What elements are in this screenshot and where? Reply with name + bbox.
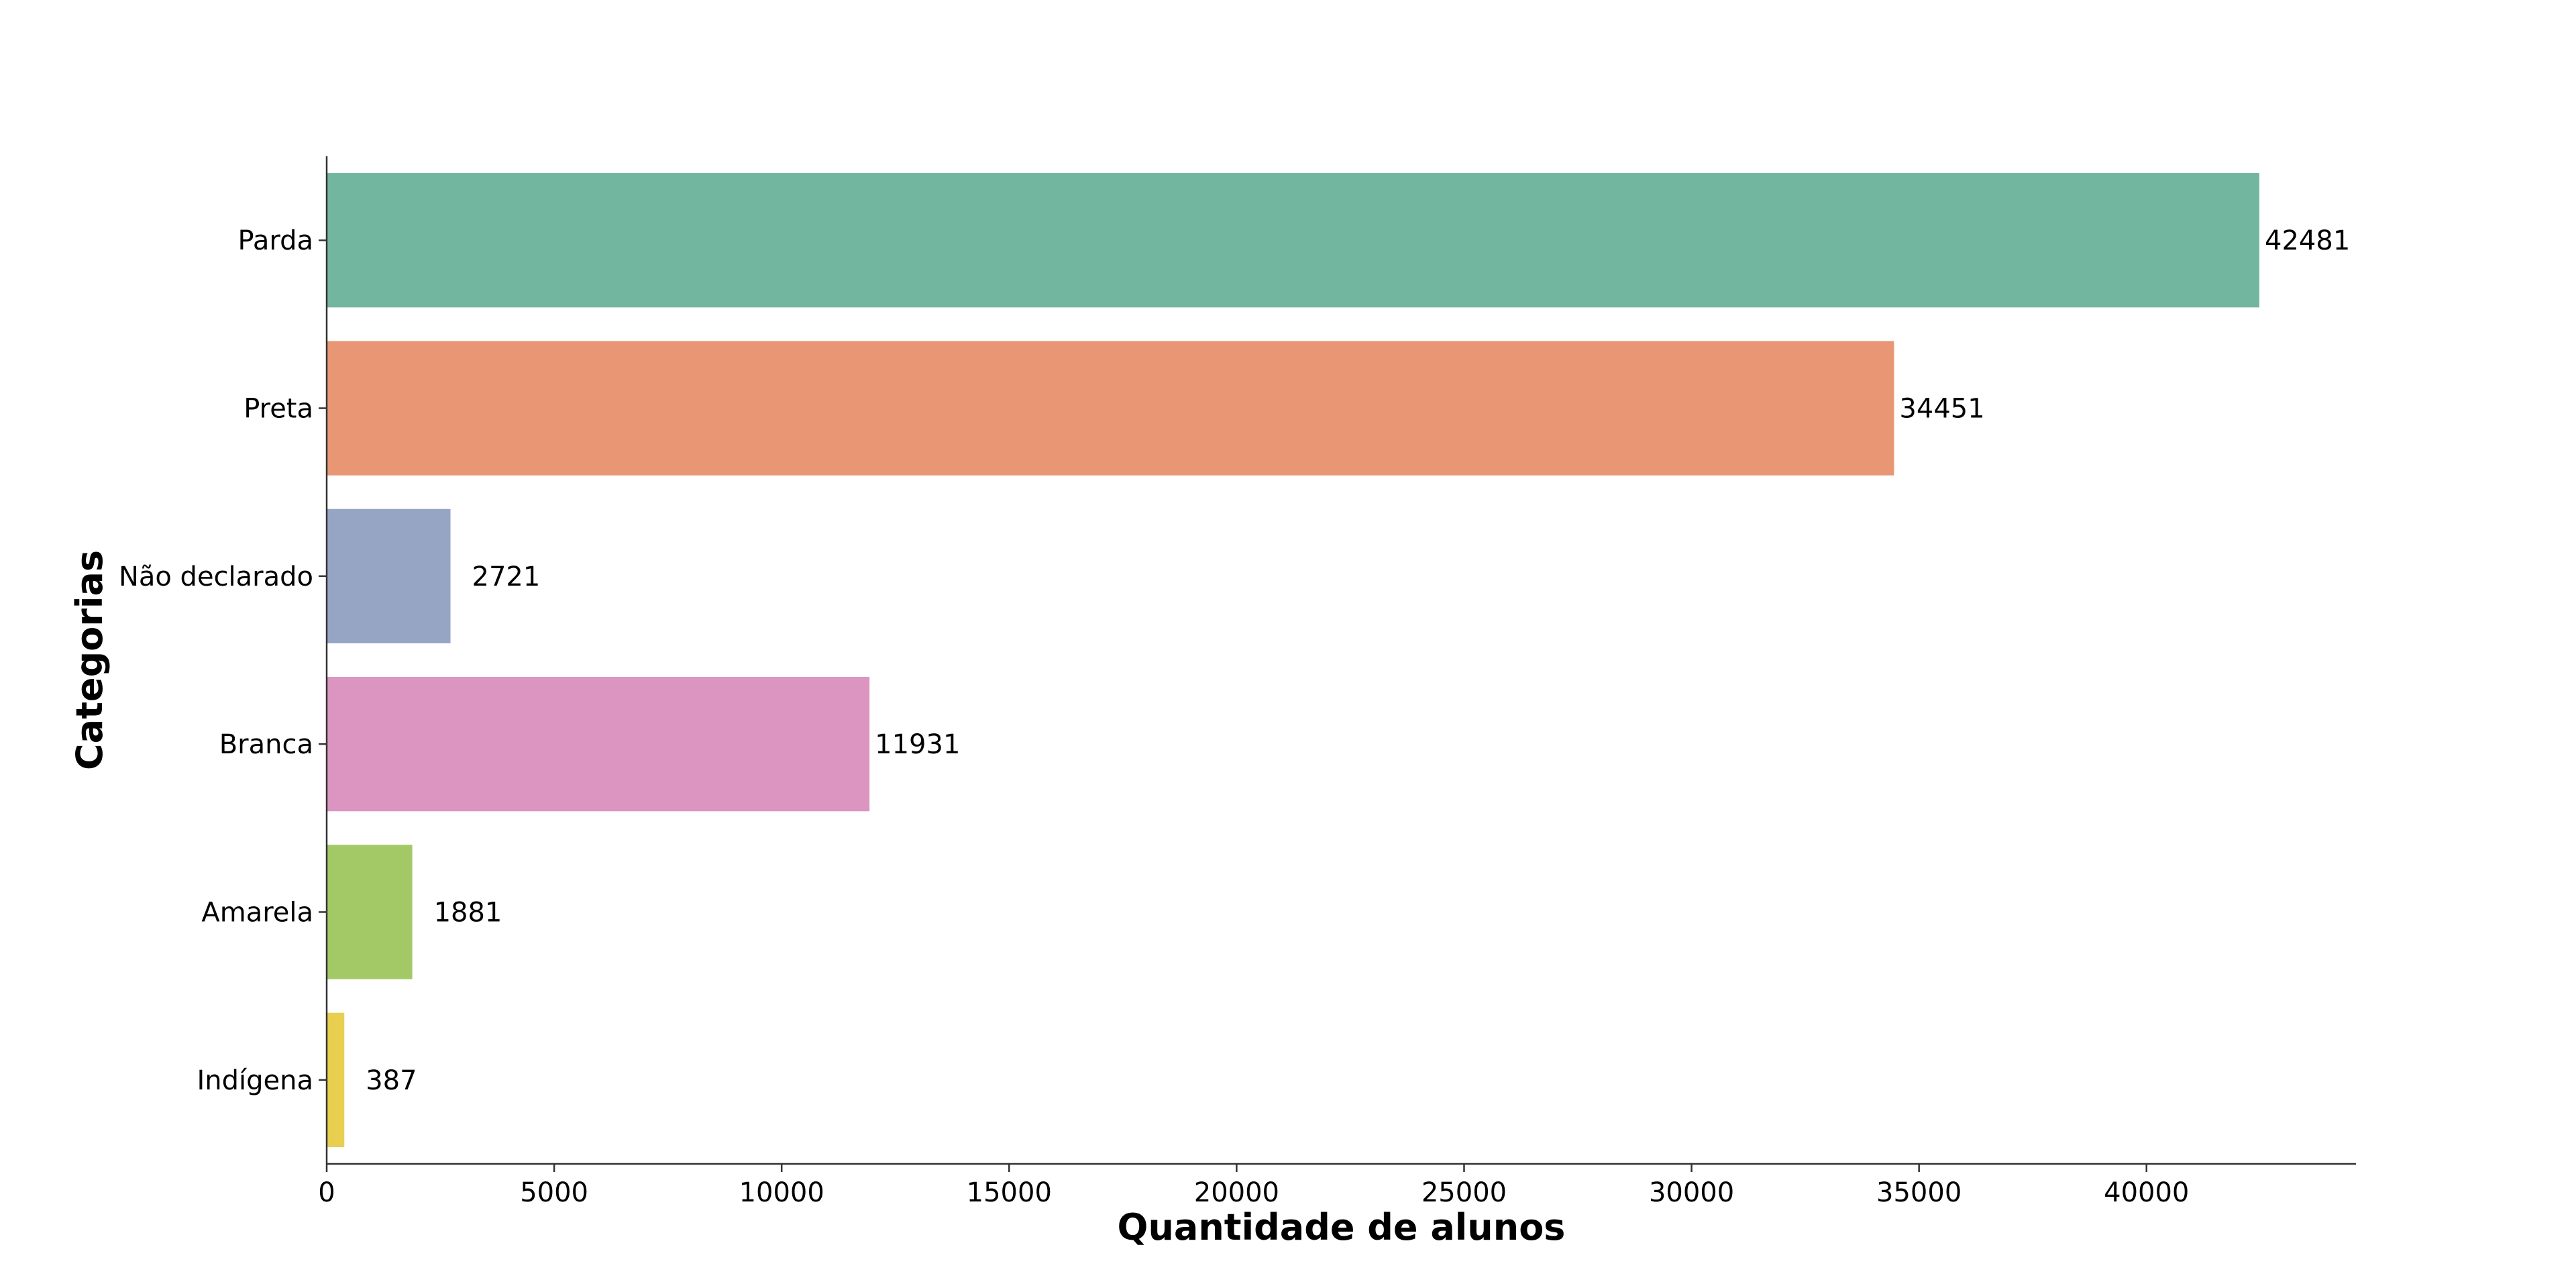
bar-branca [327,677,870,812]
bar-value-label: 387 [366,1065,417,1096]
y-tick-label: Branca [219,729,313,760]
x-tick-label: 20000 [1194,1177,1279,1208]
bar-value-label: 2721 [472,561,541,592]
bar-value-label: 11931 [875,729,960,760]
x-tick-label: 25000 [1421,1177,1507,1208]
x-tick-label: 40000 [2104,1177,2189,1208]
x-axis-ticks: 0 5000 10000 15000 20000 25000 30000 35000 40000 [318,1164,2189,1208]
bar-value-label: 1881 [434,898,502,928]
x-tick-label: 0 [318,1177,335,1208]
y-tick-label: Preta [244,394,313,425]
y-tick-label: Não declarado [119,561,313,592]
x-axis-title: Quantidade de alunos [1118,1206,1566,1248]
x-tick-label: 30000 [1649,1177,1734,1208]
x-tick-label: 10000 [739,1177,824,1208]
bars-group [327,173,2260,1147]
y-axis-ticks: Parda Preta Não declarado Branca Amarela Indí… [119,225,327,1096]
bar-labels-group: 42481 34451 2721 11931 1881 387 [366,225,2350,1096]
bar-n-o-declarado [327,508,451,643]
bar-value-label: 42481 [2265,225,2350,256]
y-tick-label: Amarela [201,898,313,928]
bar-ind-gena [327,1012,345,1147]
x-tick-label: 15000 [967,1177,1052,1208]
y-tick-label: Indígena [197,1065,313,1096]
bar-parda [327,173,2260,308]
bar-value-label: 34451 [1899,394,1984,425]
bar-amarela [327,845,413,979]
x-tick-label: 5000 [520,1177,588,1208]
y-axis-title: Categorias [68,550,111,770]
x-tick-label: 35000 [1876,1177,1962,1208]
y-tick-label: Parda [238,225,313,256]
bar-preta [327,341,1894,476]
